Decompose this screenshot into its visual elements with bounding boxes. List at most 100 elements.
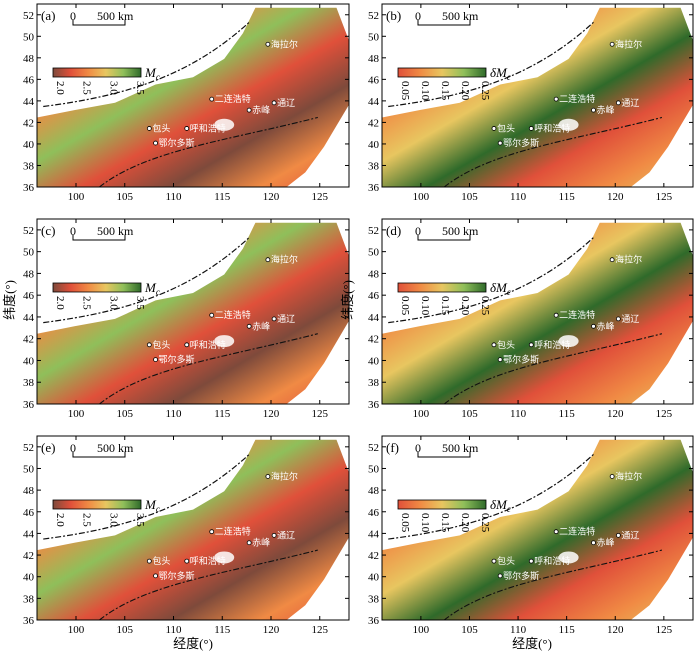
scale-bar-value: 500 km bbox=[442, 441, 479, 455]
place-marker bbox=[209, 529, 215, 535]
y-tick-label: 50 bbox=[368, 31, 380, 43]
place-marker bbox=[209, 312, 215, 318]
x-tick-label: 100 bbox=[68, 191, 85, 203]
x-tick-label: 100 bbox=[413, 408, 430, 420]
y-tick-label: 52 bbox=[368, 442, 379, 454]
y-tick-label: 52 bbox=[23, 442, 34, 454]
place-label: 通辽 bbox=[621, 314, 639, 324]
y-tick-label: 42 bbox=[368, 117, 379, 129]
data-gap bbox=[558, 551, 579, 564]
colorbar bbox=[397, 499, 487, 510]
place-label: 呼和浩特 bbox=[190, 122, 226, 133]
y-tick-label: 38 bbox=[23, 160, 35, 172]
x-tick-label: 115 bbox=[214, 408, 231, 420]
scale-bar-zero: 0 bbox=[415, 224, 421, 238]
data-gap bbox=[558, 335, 579, 348]
y-tick-label: 48 bbox=[23, 485, 35, 497]
place-label: 通辽 bbox=[277, 98, 295, 108]
scale-bar-value: 500 km bbox=[97, 441, 134, 455]
heatmap-field bbox=[37, 222, 349, 404]
place-marker bbox=[591, 540, 596, 546]
place-marker bbox=[146, 558, 152, 564]
plot-frame bbox=[381, 435, 694, 621]
place-label: 赤峰 bbox=[252, 321, 270, 331]
y-tick-label: 44 bbox=[23, 528, 35, 540]
colorbar-tick-label: 0.05 bbox=[399, 513, 411, 533]
x-tick-label: 115 bbox=[559, 624, 576, 636]
data-gap bbox=[558, 118, 579, 131]
place-marker bbox=[615, 100, 621, 106]
colorbar bbox=[52, 499, 142, 510]
scale-bar bbox=[72, 20, 126, 26]
colorbar-tick-label: 3.0 bbox=[107, 296, 119, 310]
boundary-line bbox=[443, 549, 663, 621]
place-marker bbox=[184, 558, 190, 564]
scale-bar bbox=[417, 20, 471, 26]
colorbar-tick-label: 0.10 bbox=[419, 513, 431, 533]
y-tick-label: 52 bbox=[368, 225, 379, 237]
y-tick-label: 38 bbox=[23, 593, 35, 605]
x-tick-label: 100 bbox=[68, 408, 85, 420]
colorbar-tick-label: 0.10 bbox=[419, 296, 431, 316]
colorbar-tick-label: 0.15 bbox=[439, 513, 451, 533]
boundary-line bbox=[99, 116, 318, 188]
y-tick-label: 46 bbox=[23, 507, 35, 519]
place-label: 鄂尔多斯 bbox=[159, 570, 195, 581]
place-marker bbox=[497, 357, 503, 363]
place-marker bbox=[146, 126, 152, 131]
y-tick-label: 38 bbox=[368, 593, 380, 605]
place-marker bbox=[497, 573, 503, 579]
place-label: 呼和浩特 bbox=[534, 555, 570, 566]
place-label: 包头 bbox=[152, 555, 170, 566]
scale-bar bbox=[417, 452, 471, 458]
colorbar bbox=[397, 67, 487, 78]
place-marker bbox=[528, 126, 534, 131]
x-tick-label: 125 bbox=[656, 624, 673, 636]
colorbar-label: Mc bbox=[144, 65, 160, 82]
y-tick-label: 36 bbox=[368, 182, 380, 194]
y-tick-label: 46 bbox=[368, 74, 380, 86]
place-marker bbox=[528, 558, 534, 564]
place-label: 鄂尔多斯 bbox=[503, 570, 539, 581]
x-tick-label: 125 bbox=[656, 191, 673, 203]
x-tick-label: 105 bbox=[461, 191, 478, 203]
y-tick-label: 42 bbox=[23, 334, 34, 346]
place-marker bbox=[553, 312, 559, 318]
place-label: 二连浩特 bbox=[559, 93, 595, 104]
place-label: 海拉尔 bbox=[615, 38, 642, 49]
x-tick-label: 125 bbox=[312, 408, 329, 420]
place-label: 鄂尔多斯 bbox=[503, 137, 539, 148]
y-tick-label: 48 bbox=[368, 268, 380, 280]
colorbar-tick-label: 2.0 bbox=[54, 513, 66, 527]
place-label: 包头 bbox=[497, 555, 515, 566]
x-tick-label: 120 bbox=[263, 408, 280, 420]
y-axis-label-right: 纬度(°) bbox=[340, 280, 355, 320]
x-tick-label: 100 bbox=[413, 624, 430, 636]
place-marker bbox=[209, 96, 215, 102]
x-tick-label: 110 bbox=[510, 408, 527, 420]
y-tick-label: 36 bbox=[368, 399, 380, 411]
colorbar-tick-label: 2.0 bbox=[54, 296, 66, 310]
y-tick-label: 52 bbox=[368, 10, 379, 22]
x-tick-label: 125 bbox=[312, 191, 329, 203]
y-tick-label: 38 bbox=[368, 160, 380, 172]
y-tick-label: 50 bbox=[368, 247, 380, 259]
scale-bar-zero: 0 bbox=[70, 224, 76, 238]
x-axis-label-right: 经度(°) bbox=[512, 636, 552, 651]
plot-frame bbox=[36, 435, 350, 621]
panel-a: 100 105 110 115 120 125 36 38 40 42 44 46 48 50 52 (a) 0… bbox=[23, 3, 350, 203]
y-tick-label: 42 bbox=[368, 550, 379, 562]
x-tick-label: 120 bbox=[263, 624, 280, 636]
colorbar-tick-label: 0.05 bbox=[399, 296, 411, 316]
boundary-line bbox=[388, 237, 594, 324]
colorbar-tick-label: 2.5 bbox=[81, 513, 93, 527]
x-tick-label: 120 bbox=[607, 408, 624, 420]
colorbar-tick-label: 0.25 bbox=[479, 296, 491, 316]
place-label: 包头 bbox=[152, 122, 170, 133]
scale-bar-zero: 0 bbox=[70, 441, 76, 455]
x-tick-label: 110 bbox=[165, 408, 182, 420]
place-label: 包头 bbox=[497, 339, 515, 350]
place-marker bbox=[184, 342, 190, 348]
colorbar-label: δMc bbox=[490, 280, 511, 297]
colorbar-tick-label: 3.0 bbox=[107, 81, 119, 95]
